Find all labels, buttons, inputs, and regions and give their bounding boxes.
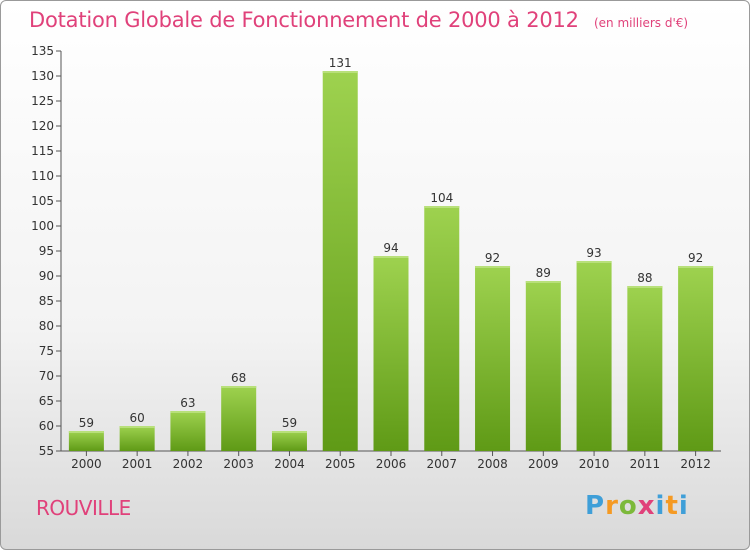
x-tick-label: 2001 [122,457,153,471]
x-tick-label: 2003 [223,457,254,471]
bar-highlight [271,431,307,433]
bar-value-label: 93 [586,246,601,260]
bar-highlight [678,266,714,268]
x-tick-label: 2012 [680,457,711,471]
x-tick-label: 2009 [528,457,559,471]
bar-highlight [576,261,612,263]
title-row: Dotation Globale de Fonctionnement de 20… [29,8,688,32]
y-tick-label: 95 [39,244,54,258]
bar-2000 [68,431,104,451]
bar-2001 [119,426,155,451]
bar-highlight [68,431,104,433]
commune-name: ROUVILLE [36,496,131,520]
y-tick-label: 75 [39,344,54,358]
y-tick-label: 80 [39,319,54,333]
bar-value-label: 89 [536,266,551,280]
bar-value-label: 92 [688,251,703,265]
bar-value-label: 92 [485,251,500,265]
y-tick-label: 115 [31,144,54,158]
y-tick-label: 120 [31,119,54,133]
bar-value-label: 94 [383,241,398,255]
bar-highlight [475,266,511,268]
x-tick-label: 2004 [274,457,305,471]
y-tick-label: 90 [39,269,54,283]
bar-value-label: 59 [282,416,297,430]
y-tick-label: 130 [31,69,54,83]
y-tick-label: 105 [31,194,54,208]
x-tick-label: 2000 [71,457,102,471]
bar-2003 [221,386,257,451]
bar-2010 [576,261,612,451]
bar-2012 [678,266,714,451]
x-tick-label: 2011 [630,457,661,471]
bar-highlight [424,206,460,208]
bar-value-label: 60 [130,411,145,425]
logo-letter: i [678,491,689,521]
y-tick-label: 65 [39,394,54,408]
bar-highlight [322,71,358,73]
x-tick-label: 2005 [325,457,356,471]
y-tick-label: 85 [39,294,54,308]
y-tick-label: 125 [31,94,54,108]
bar-highlight [627,286,663,288]
logo-letter: P [585,491,606,521]
bar-value-label: 131 [329,56,352,70]
bar-2011 [627,286,663,451]
bar-highlight [221,386,257,388]
bar-value-label: 104 [430,191,453,205]
bar-value-label: 63 [180,396,195,410]
bar-highlight [119,426,155,428]
logo-letter: r [605,491,619,521]
chart-title: Dotation Globale de Fonctionnement de 20… [29,8,579,32]
chart-bars: 59 60 63 68 59 131 94 104 92 89 93 88 92 [68,56,714,451]
y-tick-label: 55 [39,444,54,458]
bar-2009 [525,281,561,451]
bar-2002 [170,411,206,451]
y-tick-label: 100 [31,219,54,233]
y-tick-label: 70 [39,369,54,383]
x-tick-label: 2007 [426,457,457,471]
bar-highlight [170,411,206,413]
x-tick-label: 2008 [477,457,508,471]
chart-subtitle: (en milliers d'€) [593,16,689,30]
logo-letter: x [637,491,656,521]
logo-letter: t [665,491,679,521]
bar-2006 [373,256,409,451]
logo-letter: o [618,491,638,521]
y-tick-label: 110 [31,169,54,183]
bar-highlight [373,256,409,258]
bar-2007 [424,206,460,451]
bar-2008 [475,266,511,451]
x-tick-label: 2006 [376,457,407,471]
proxiti-logo[interactable]: Proxiti [585,491,689,521]
bar-value-label: 59 [79,416,94,430]
bar-2004 [271,431,307,451]
bar-highlight [525,281,561,283]
chart-axes: 55 60 65 70 75 80 85 90 95 100 105 110 115 120 125 130 1… [31,44,721,471]
bar-2005 [322,71,358,451]
y-tick-label: 135 [31,44,54,58]
y-tick-label: 60 [39,419,54,433]
x-tick-label: 2002 [173,457,204,471]
bar-value-label: 68 [231,371,246,385]
logo-letter: i [655,491,666,521]
x-tick-label: 2010 [579,457,610,471]
bar-value-label: 88 [637,271,652,285]
